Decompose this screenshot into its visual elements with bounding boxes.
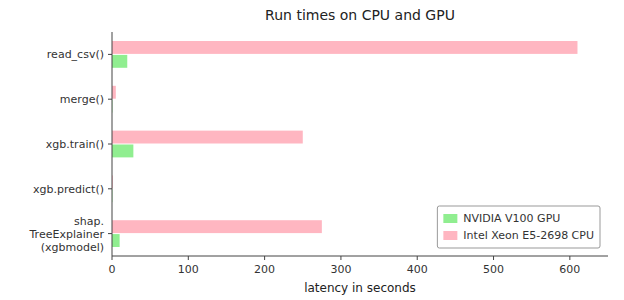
- y-tick-label-line: TreeExplainer: [29, 228, 105, 241]
- y-tick-label: merge(): [60, 93, 104, 106]
- y-tick: [108, 144, 112, 145]
- y-tick-label-line: xgb.train(): [46, 138, 104, 151]
- bar: NVIDIA V100 GPU: [112, 145, 133, 158]
- x-tick: [112, 256, 113, 260]
- x-tick: [569, 256, 570, 260]
- bars: Intel Xeon E5-2698 CPU Intel Xeon E5-2698…: [112, 41, 577, 247]
- legend-swatch: [443, 231, 457, 240]
- y-tick: [108, 188, 112, 189]
- y-tick-label: xgb.predict(): [33, 183, 104, 196]
- bar: Intel Xeon E5-2698 CPU: [112, 131, 303, 144]
- x-axis-line: [112, 256, 608, 257]
- y-tick-label: xgb.train(): [46, 138, 104, 151]
- y-tick-label-line: read_csv(): [47, 48, 104, 61]
- x-axis-label: latency in seconds: [304, 281, 416, 295]
- x-tick: [188, 256, 189, 260]
- x-tick: [493, 256, 494, 260]
- x-tick-label: 600: [559, 263, 580, 276]
- x-tick-label: 100: [178, 263, 199, 276]
- y-tick-label-line: merge(): [60, 93, 104, 106]
- legend-box: [437, 206, 600, 248]
- bar: NVIDIA V100 GPU: [112, 55, 127, 68]
- x-tick-label: 300: [330, 263, 351, 276]
- y-tick: [108, 99, 112, 100]
- bar: Intel Xeon E5-2698 CPU: [112, 41, 577, 54]
- y-tick: [108, 54, 112, 55]
- bar: NVIDIA V100 GPU: [112, 234, 120, 247]
- y-tick-label-line: shap.: [74, 215, 104, 228]
- legend-label: Intel Xeon E5-2698 CPU: [463, 229, 594, 242]
- y-tick-label-line: (xgbmodel): [41, 241, 104, 254]
- chart-container: Run times on CPU and GPU Intel Xeon E5-26…: [0, 0, 624, 300]
- y-tick-label: read_csv(): [47, 48, 104, 61]
- y-tick: [108, 233, 112, 234]
- bar: Intel Xeon E5-2698 CPU: [112, 86, 116, 99]
- x-tick: [264, 256, 265, 260]
- x-tick-label: 0: [109, 263, 116, 276]
- x-tick: [417, 256, 418, 260]
- bar: Intel Xeon E5-2698 CPU: [112, 220, 322, 233]
- legend: NVIDIA V100 GPU Intel Xeon E5-2698 CPU: [437, 206, 600, 248]
- x-tick: [340, 256, 341, 260]
- legend-swatch: [443, 214, 457, 223]
- y-tick-label-line: xgb.predict(): [33, 183, 104, 196]
- chart-title: Run times on CPU and GPU: [265, 7, 455, 23]
- chart-svg: Run times on CPU and GPU Intel Xeon E5-26…: [0, 0, 624, 300]
- legend-label: NVIDIA V100 GPU: [463, 212, 560, 225]
- x-tick-label: 200: [254, 263, 275, 276]
- x-tick-label: 500: [483, 263, 504, 276]
- x-tick-label: 400: [407, 263, 428, 276]
- y-tick-label: shap.TreeExplainer(xgbmodel): [29, 215, 105, 254]
